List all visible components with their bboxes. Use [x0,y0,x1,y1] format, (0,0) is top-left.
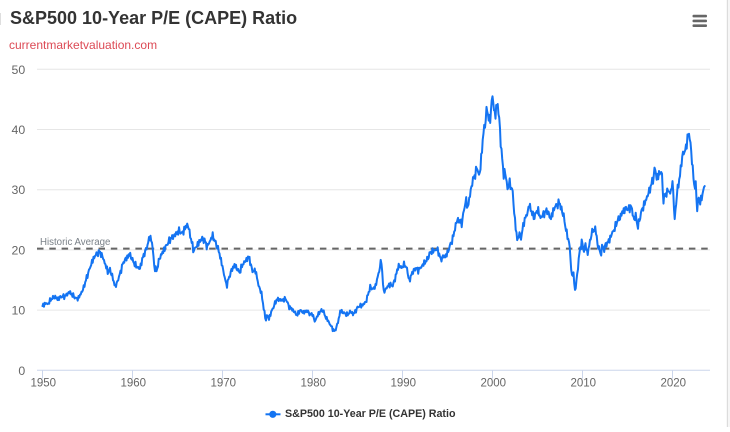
svg-text:20: 20 [12,243,26,257]
svg-text:1960: 1960 [121,378,147,390]
svg-text:40: 40 [12,123,26,137]
svg-text:S&P500 10-Year P/E (CAPE) Rati: S&P500 10-Year P/E (CAPE) Ratio [285,408,456,420]
svg-text:2020: 2020 [661,378,687,390]
svg-text:30: 30 [12,183,26,197]
svg-text:10: 10 [12,304,26,318]
svg-text:1950: 1950 [31,378,57,390]
svg-text:0: 0 [18,364,25,378]
svg-text:50: 50 [12,63,26,77]
svg-text:2000: 2000 [481,378,507,390]
svg-text:2010: 2010 [571,378,597,390]
svg-text:1980: 1980 [301,378,327,390]
svg-text:Historic Average: Historic Average [40,237,110,248]
svg-text:S&P500 10-Year P/E (CAPE) Rati: S&P500 10-Year P/E (CAPE) Ratio [10,8,297,28]
svg-text:currentmarketvaluation.com: currentmarketvaluation.com [9,38,157,52]
svg-text:1970: 1970 [211,378,237,390]
svg-text:1990: 1990 [391,378,417,390]
